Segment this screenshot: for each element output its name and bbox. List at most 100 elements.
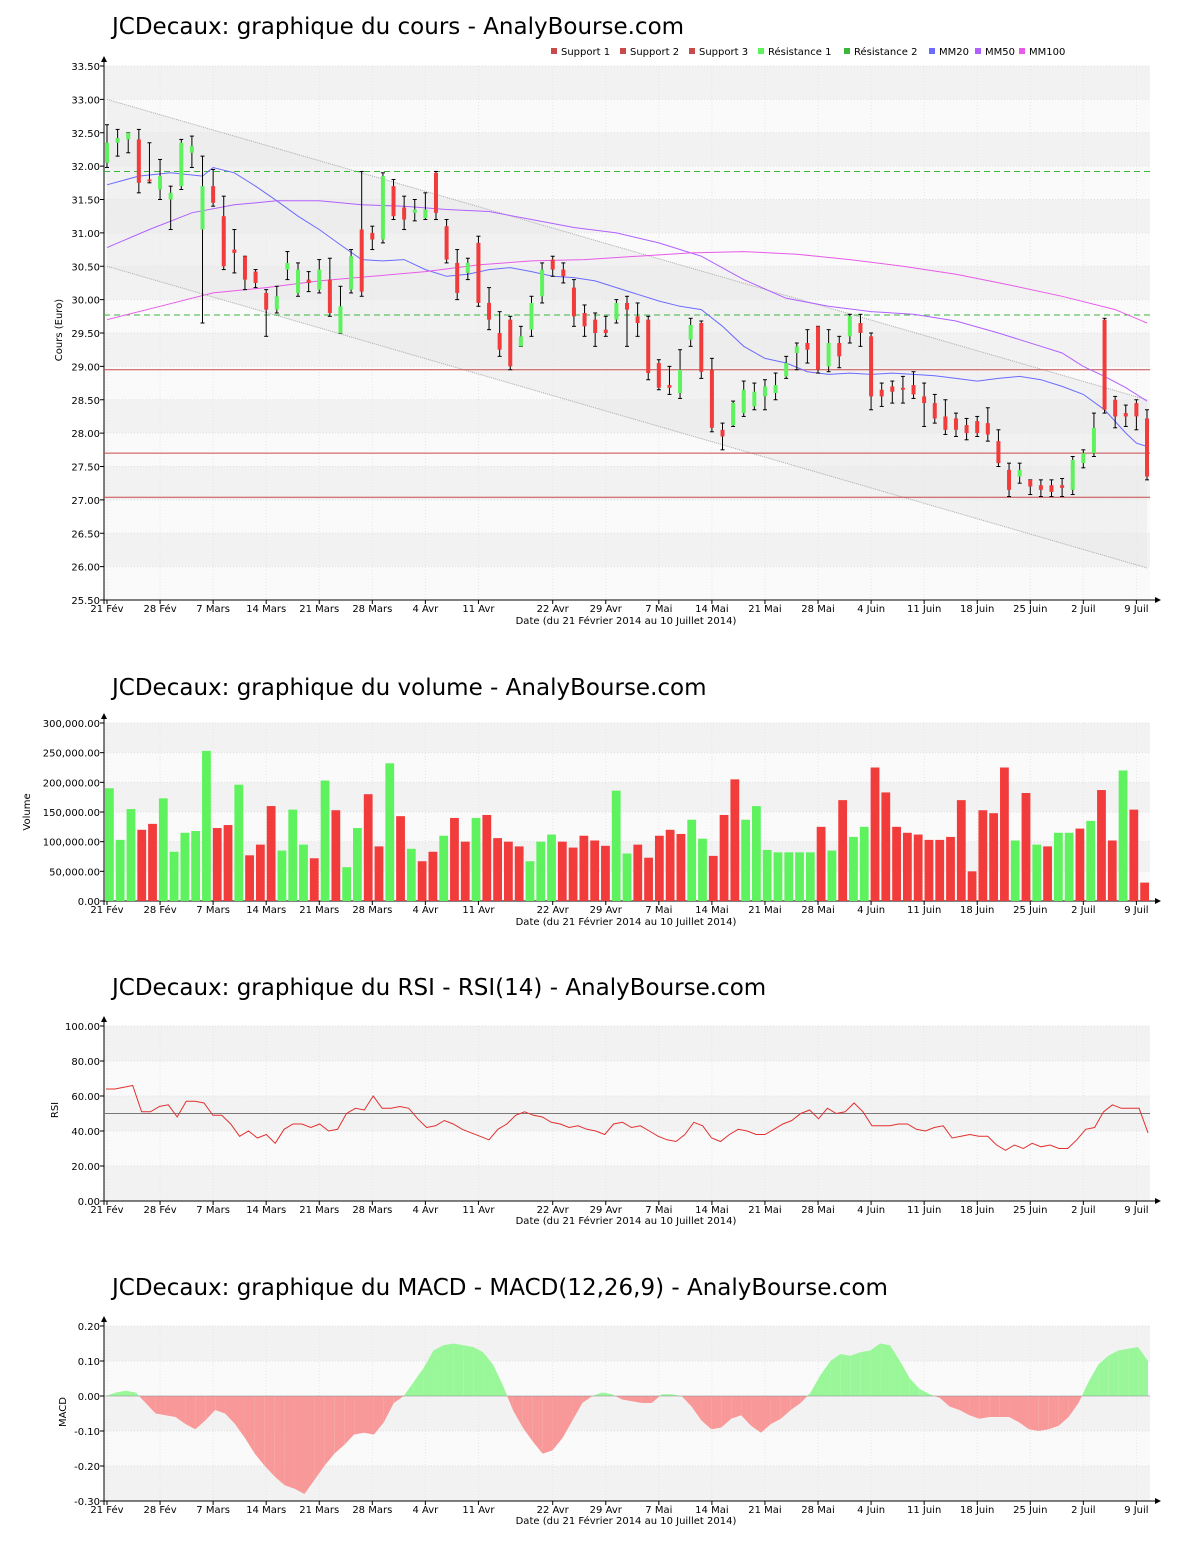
price-x-tick-label: 25 Juin [1013, 604, 1047, 615]
macd-area-segment [314, 1396, 325, 1480]
candle-body [455, 262, 460, 293]
volume-bar [105, 788, 114, 901]
candle-body [1145, 418, 1149, 477]
macd-area-segment [373, 1396, 384, 1435]
candle-body [625, 302, 629, 310]
candle-body [805, 343, 810, 350]
macd-x-tick-label: 14 Mai [695, 1505, 728, 1516]
volume-bar [698, 838, 707, 901]
candle [922, 382, 927, 427]
volume-y-tick-label: 50,000.00 [49, 867, 100, 878]
price-y-axis-label: Cours (Euro) [54, 299, 65, 362]
candle-body [508, 319, 513, 367]
candle [869, 332, 874, 411]
macd-area-segment [572, 1396, 583, 1421]
rsi-y-tick-label: 20.00 [71, 1162, 100, 1173]
volume-bar [471, 817, 481, 901]
candle-body [678, 369, 683, 394]
rsi-x-tick-label: 4 Juin [857, 1205, 885, 1216]
rsi-y-tick-label: 40.00 [71, 1127, 100, 1138]
candle-body [741, 389, 746, 414]
candle [688, 317, 693, 347]
rsi-y-tick-label: 100.00 [65, 1022, 100, 1033]
volume-bar [946, 836, 955, 901]
volume-bar [590, 840, 600, 901]
rsi-x-tick-label: 7 Mai [645, 1205, 672, 1216]
volume-bar [374, 846, 384, 901]
volume-x-tick-label: 11 Avr [462, 905, 495, 916]
candle [805, 329, 810, 364]
candle [168, 185, 173, 231]
volume-bar [795, 852, 804, 901]
volume-bar [503, 841, 513, 901]
macd-x-tick-label: 21 Mai [748, 1505, 781, 1516]
price-x-tick-label: 21 Mars [299, 604, 339, 615]
volume-bar [859, 826, 869, 901]
macd-area-segment [324, 1396, 335, 1466]
candle [200, 155, 205, 324]
candle [253, 269, 258, 289]
price-x-tick-label: 21 Fév [90, 603, 123, 615]
price-y-tick-label: 27.50 [71, 463, 100, 474]
volume-bar [611, 790, 621, 901]
rsi-x-tick-label: 21 Mars [299, 1205, 339, 1216]
rsi-chart-title: JCDecaux: graphique du RSI - RSI(14) - A… [110, 975, 766, 1001]
candle [890, 380, 895, 404]
candle [932, 393, 937, 424]
macd-area-segment [383, 1396, 394, 1423]
macd-area-segment [1108, 1350, 1119, 1396]
volume-bar [752, 806, 761, 901]
rsi-x-tick-label: 11 Avr [462, 1205, 495, 1216]
candle-body [158, 176, 163, 190]
macd-area-segment [919, 1389, 930, 1396]
volume-bar [773, 852, 783, 901]
candle-body [571, 287, 576, 317]
volume-x-tick-label: 7 Mars [196, 905, 230, 916]
candle [773, 372, 778, 401]
candle [136, 128, 141, 194]
volume-x-tick-label: 11 Juin [907, 905, 941, 916]
candle [720, 422, 725, 451]
price-y-tick-label: 31.00 [71, 229, 100, 240]
price-x-tick-label: 2 Juil [1071, 604, 1095, 615]
candle [317, 259, 322, 294]
legend-swatch-support-1 [551, 48, 557, 54]
volume-bar [137, 829, 147, 901]
candle-body [614, 302, 619, 320]
macd-area-segment [899, 1361, 910, 1396]
rsi-line [106, 1084, 1149, 1151]
candle [1049, 479, 1054, 498]
candle-body [433, 172, 438, 213]
candle [996, 429, 1001, 467]
candle [158, 158, 163, 200]
price-y-tick-label: 33.00 [71, 95, 100, 106]
macd-area-segment [1078, 1396, 1082, 1403]
candle [402, 195, 407, 231]
rsi-band [104, 1131, 1150, 1166]
volume-bar [547, 834, 556, 901]
price-y-tick-label: 27.00 [71, 496, 100, 507]
price-y-tick-label: 26.00 [71, 563, 100, 574]
volume-bar [827, 850, 837, 901]
candle [837, 335, 842, 369]
macd-area-segment [880, 1343, 890, 1396]
macd-area-segment [423, 1350, 434, 1396]
volume-bar [320, 780, 330, 901]
candle [465, 257, 470, 281]
price-x-tick-label: 28 Mars [352, 604, 392, 615]
volume-bar [342, 867, 352, 901]
macd-area-segment [681, 1396, 692, 1407]
volume-bar [255, 844, 265, 901]
volume-bar [902, 832, 912, 901]
candle [444, 219, 449, 264]
volume-band [104, 812, 1150, 842]
price-x-tick-label: 29 Avr [590, 604, 623, 615]
macd-area-segment [294, 1396, 305, 1494]
candle-body [200, 186, 205, 230]
rsi-x-axis-label: Date (du 21 Février 2014 au 10 Juillet 2… [516, 1215, 737, 1227]
candle-body [699, 322, 704, 372]
volume-bar [1107, 840, 1117, 901]
candle [1070, 455, 1075, 496]
volume-bar [1097, 790, 1106, 901]
macd-x-tick-label: 18 Juin [960, 1505, 994, 1516]
